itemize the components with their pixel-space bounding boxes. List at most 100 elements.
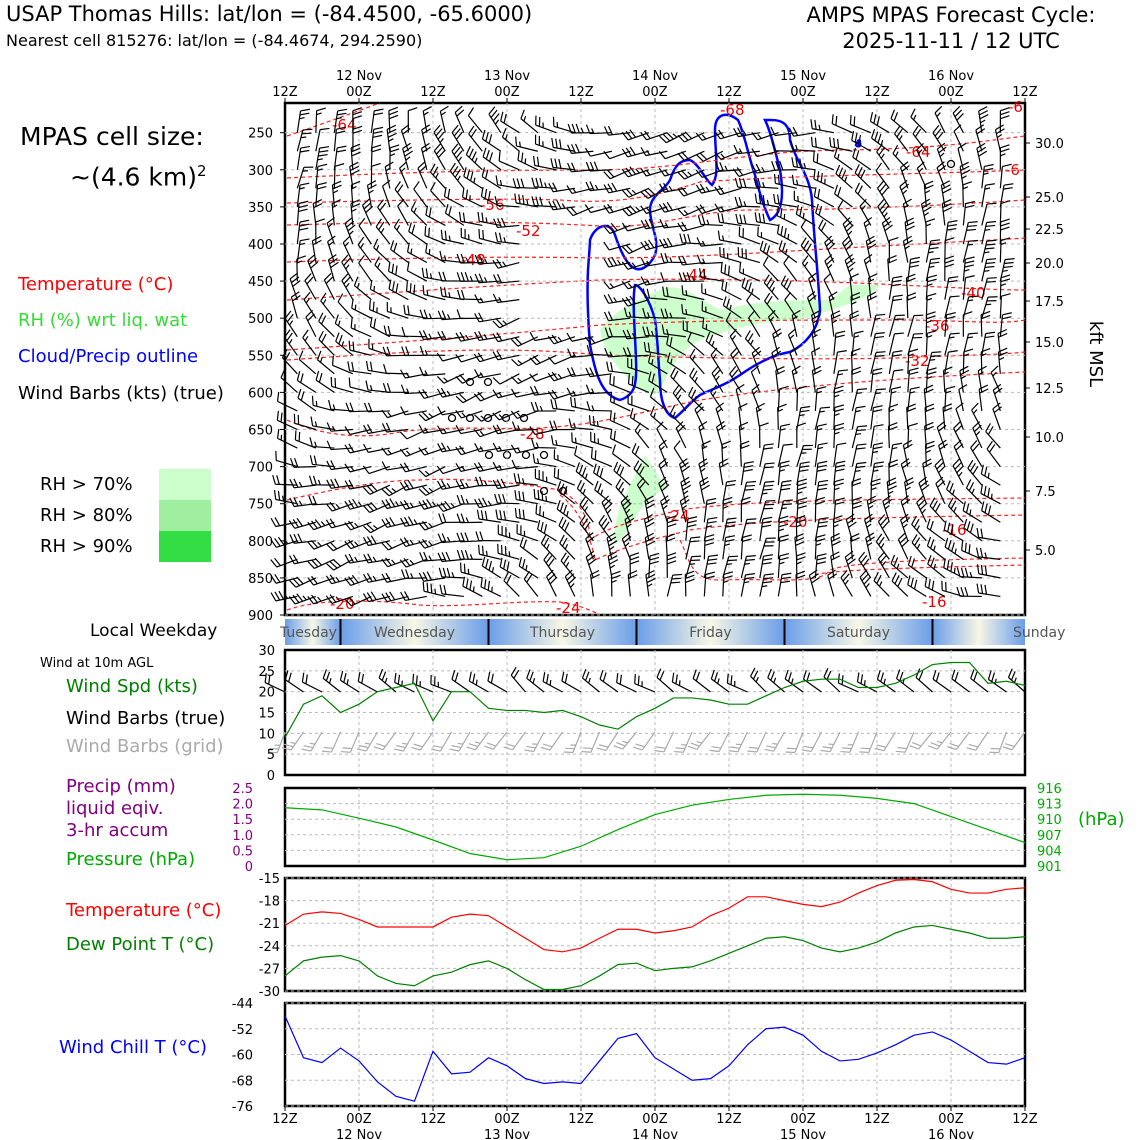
wind-barb [381, 447, 409, 456]
precip-legend-liquid: liquid eqiv. [66, 798, 164, 819]
pressure-tick-label: 901 [1037, 860, 1062, 875]
wind-barb [481, 167, 502, 189]
wind-barb [455, 425, 483, 435]
sfc-wind-barb-grid [340, 731, 360, 753]
sfc-wind-barb-grid [394, 731, 416, 752]
wind-barb [870, 388, 886, 412]
wind-barb [978, 384, 989, 412]
wind-barb [753, 177, 779, 189]
wind-barb [492, 478, 520, 490]
wind-barb [480, 187, 502, 208]
weekday-band-segment [932, 619, 1025, 645]
wind-barb [907, 348, 919, 374]
wind-barb [907, 367, 919, 393]
wind-barb [870, 313, 886, 337]
wind-barb [687, 331, 705, 356]
pressure-line [284, 793, 1026, 861]
sfc-wind-barb-true [561, 671, 582, 693]
wind-barb [904, 477, 914, 504]
wind-barb [852, 147, 872, 171]
wind-barb [658, 201, 686, 213]
wind-barb [870, 461, 884, 486]
wind-barb [533, 489, 557, 505]
wind-barb [498, 151, 520, 171]
wind-barb [510, 444, 538, 454]
wind-barb [866, 495, 877, 523]
wind-barb [999, 107, 1010, 133]
wind-barb [621, 222, 649, 232]
wind-barb [907, 555, 927, 579]
wind-barb [547, 371, 576, 382]
wind-barb [381, 461, 409, 471]
wind-barb [961, 540, 983, 560]
wind-barb [566, 367, 594, 378]
wind-barb [777, 423, 791, 449]
wind-barb [366, 180, 377, 207]
wind-barb [711, 365, 724, 393]
wind-barb [759, 480, 775, 504]
wind-barb [851, 461, 867, 486]
wind-barb [636, 477, 650, 505]
wind-barb [381, 540, 409, 551]
wind-barb [904, 217, 915, 245]
wind-barb [696, 237, 723, 247]
wind-barb [999, 293, 1011, 319]
wind-barb [962, 256, 975, 282]
rh-legend-70-label: RH > 70% [40, 474, 133, 495]
wind-barb [362, 465, 391, 475]
wind-barb [936, 161, 947, 189]
sfc-wind-barb-grid [633, 731, 656, 751]
wind-barb [289, 497, 316, 508]
wind-barb [536, 519, 557, 542]
wind-barb [333, 145, 347, 170]
wind-barb [361, 198, 374, 226]
wind-barb [558, 516, 576, 542]
wind-barb [735, 213, 760, 227]
wind-barb [699, 268, 723, 282]
pressure-tick-label: 910 [1037, 813, 1062, 828]
wind-barb [575, 462, 594, 486]
wind-barb [684, 570, 695, 597]
wind-barb [585, 161, 612, 172]
wind-barb [296, 371, 317, 393]
wind-barb [648, 371, 668, 393]
wind-barb [387, 261, 409, 282]
temp-label: -20 [330, 595, 355, 613]
wind-barb [795, 515, 806, 541]
wind-barb [621, 129, 650, 141]
wind-barb [910, 108, 927, 134]
wind-barb [811, 310, 821, 337]
pressure-tick-label: 400 [248, 238, 273, 253]
wind-barb [695, 204, 724, 215]
wind-barb [585, 384, 612, 395]
wind-barb [627, 570, 638, 597]
wind-barb [696, 254, 723, 265]
wind-barb [531, 177, 557, 189]
wind-barb [566, 206, 594, 217]
wind-barb [419, 309, 446, 320]
wind-barb [789, 346, 799, 375]
wind-barb [640, 130, 668, 141]
wind-barb [662, 286, 686, 301]
sfc-wind-barb-grid [673, 731, 693, 753]
wind-barb [551, 137, 575, 152]
wind-barb [296, 182, 310, 207]
wind-barb [777, 443, 793, 467]
wind-barb [999, 200, 1011, 226]
wind-barb [999, 274, 1011, 300]
wind-barb [437, 425, 464, 435]
wind-barb [586, 401, 612, 412]
wind-barb [419, 366, 446, 377]
wind-barb [407, 107, 418, 133]
wind-barb [302, 329, 317, 356]
wind-barb [842, 235, 854, 263]
wind-barb [418, 498, 446, 510]
pressure-tick-label: 550 [248, 349, 273, 364]
wind-barb [421, 267, 446, 282]
wind-barb [348, 340, 372, 356]
wind-barb [344, 426, 372, 436]
wind-barb [327, 254, 339, 282]
wind-barb [962, 181, 972, 207]
wind-barb [849, 114, 872, 134]
wind-barb [689, 348, 705, 375]
